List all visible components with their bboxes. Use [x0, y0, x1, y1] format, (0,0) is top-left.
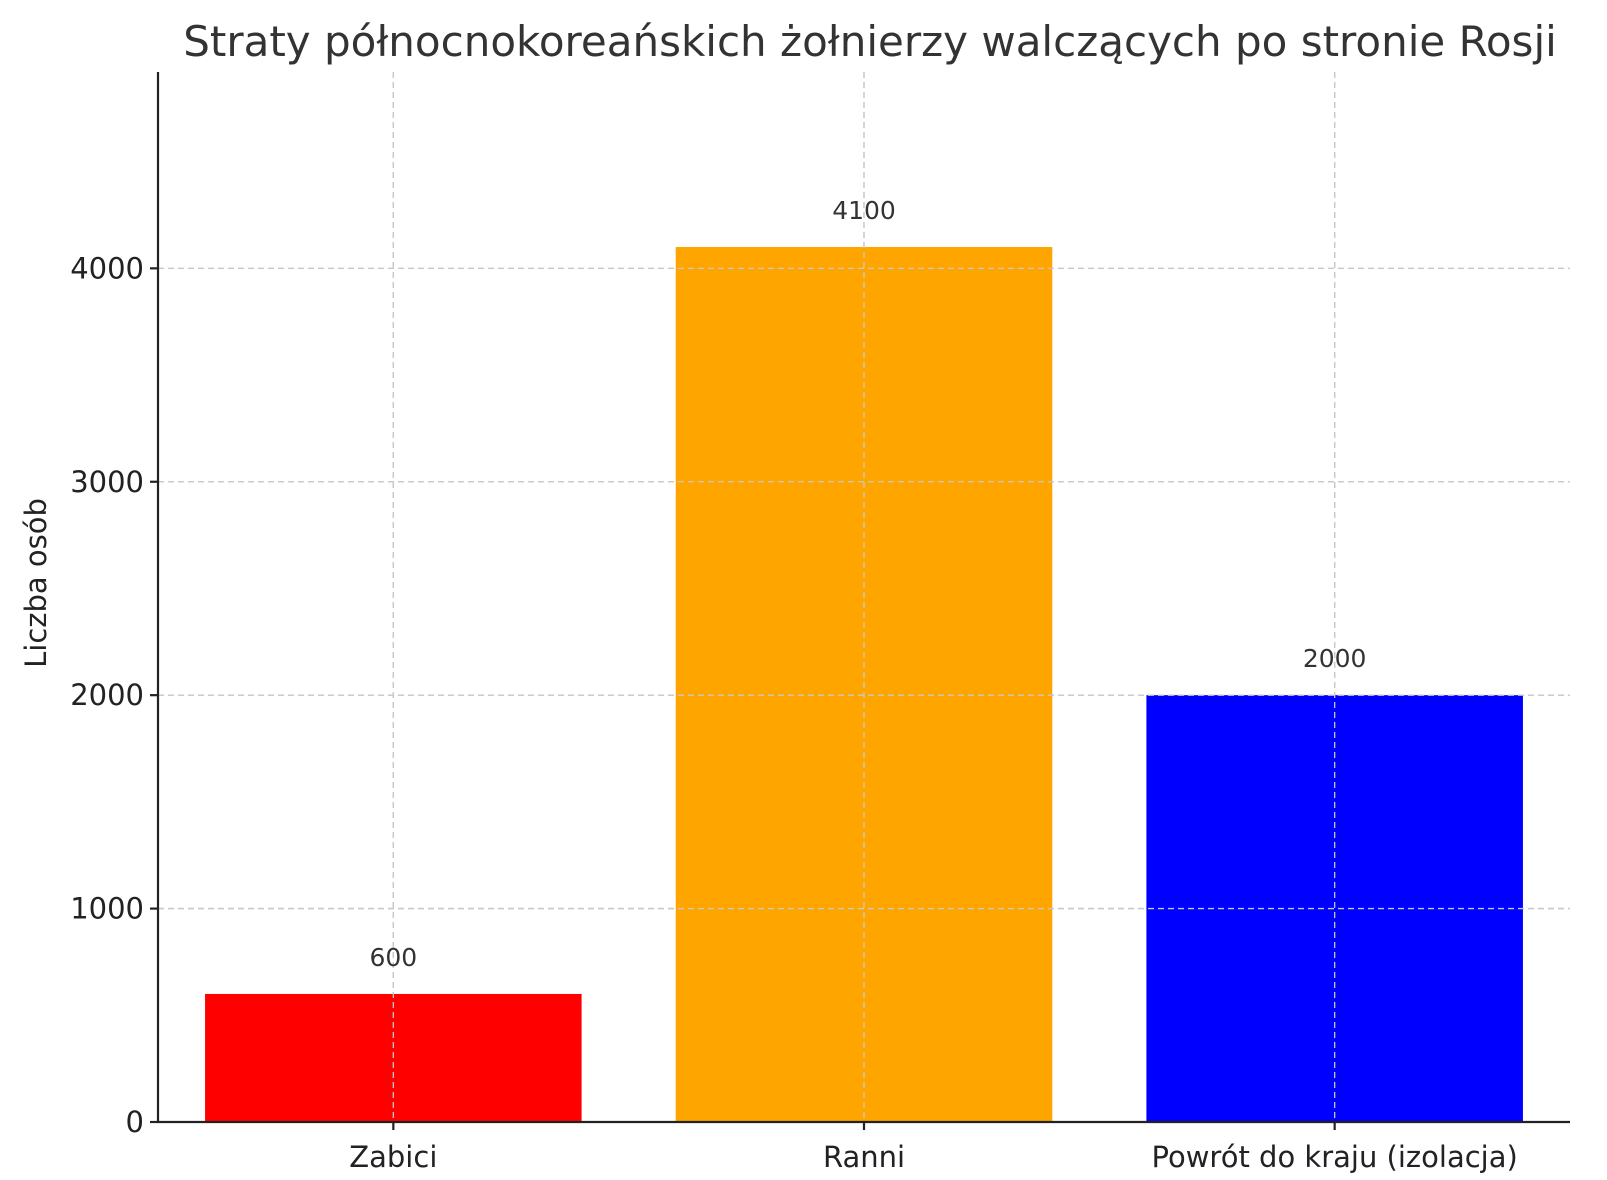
y-tick-label-0: 0 — [126, 1105, 144, 1139]
chart-title: Straty północnokoreańskich żołnierzy wal… — [183, 17, 1557, 66]
value-labels-layer: 600 4100 2000 — [369, 196, 1366, 972]
y-tick-label-1: 1000 — [70, 892, 144, 926]
value-label-1: 4100 — [832, 196, 896, 225]
ticks-layer: 0 1000 2000 3000 4000 Zabici Ranni Powrót do kr… — [70, 251, 1518, 1174]
bars-layer — [158, 72, 1570, 1122]
y-axis-label: Liczba osób — [19, 498, 53, 668]
value-label-0: 600 — [369, 943, 417, 972]
y-tick-label-3: 3000 — [70, 465, 144, 499]
x-tick-label-0: Zabici — [349, 1140, 437, 1174]
x-tick-label-1: Ranni — [823, 1140, 905, 1174]
y-tick-label-4: 4000 — [70, 251, 144, 285]
x-tick-label-2: Powrót do kraju (izolacja) — [1152, 1140, 1518, 1174]
value-label-2: 2000 — [1303, 644, 1367, 673]
y-tick-label-2: 2000 — [70, 678, 144, 712]
